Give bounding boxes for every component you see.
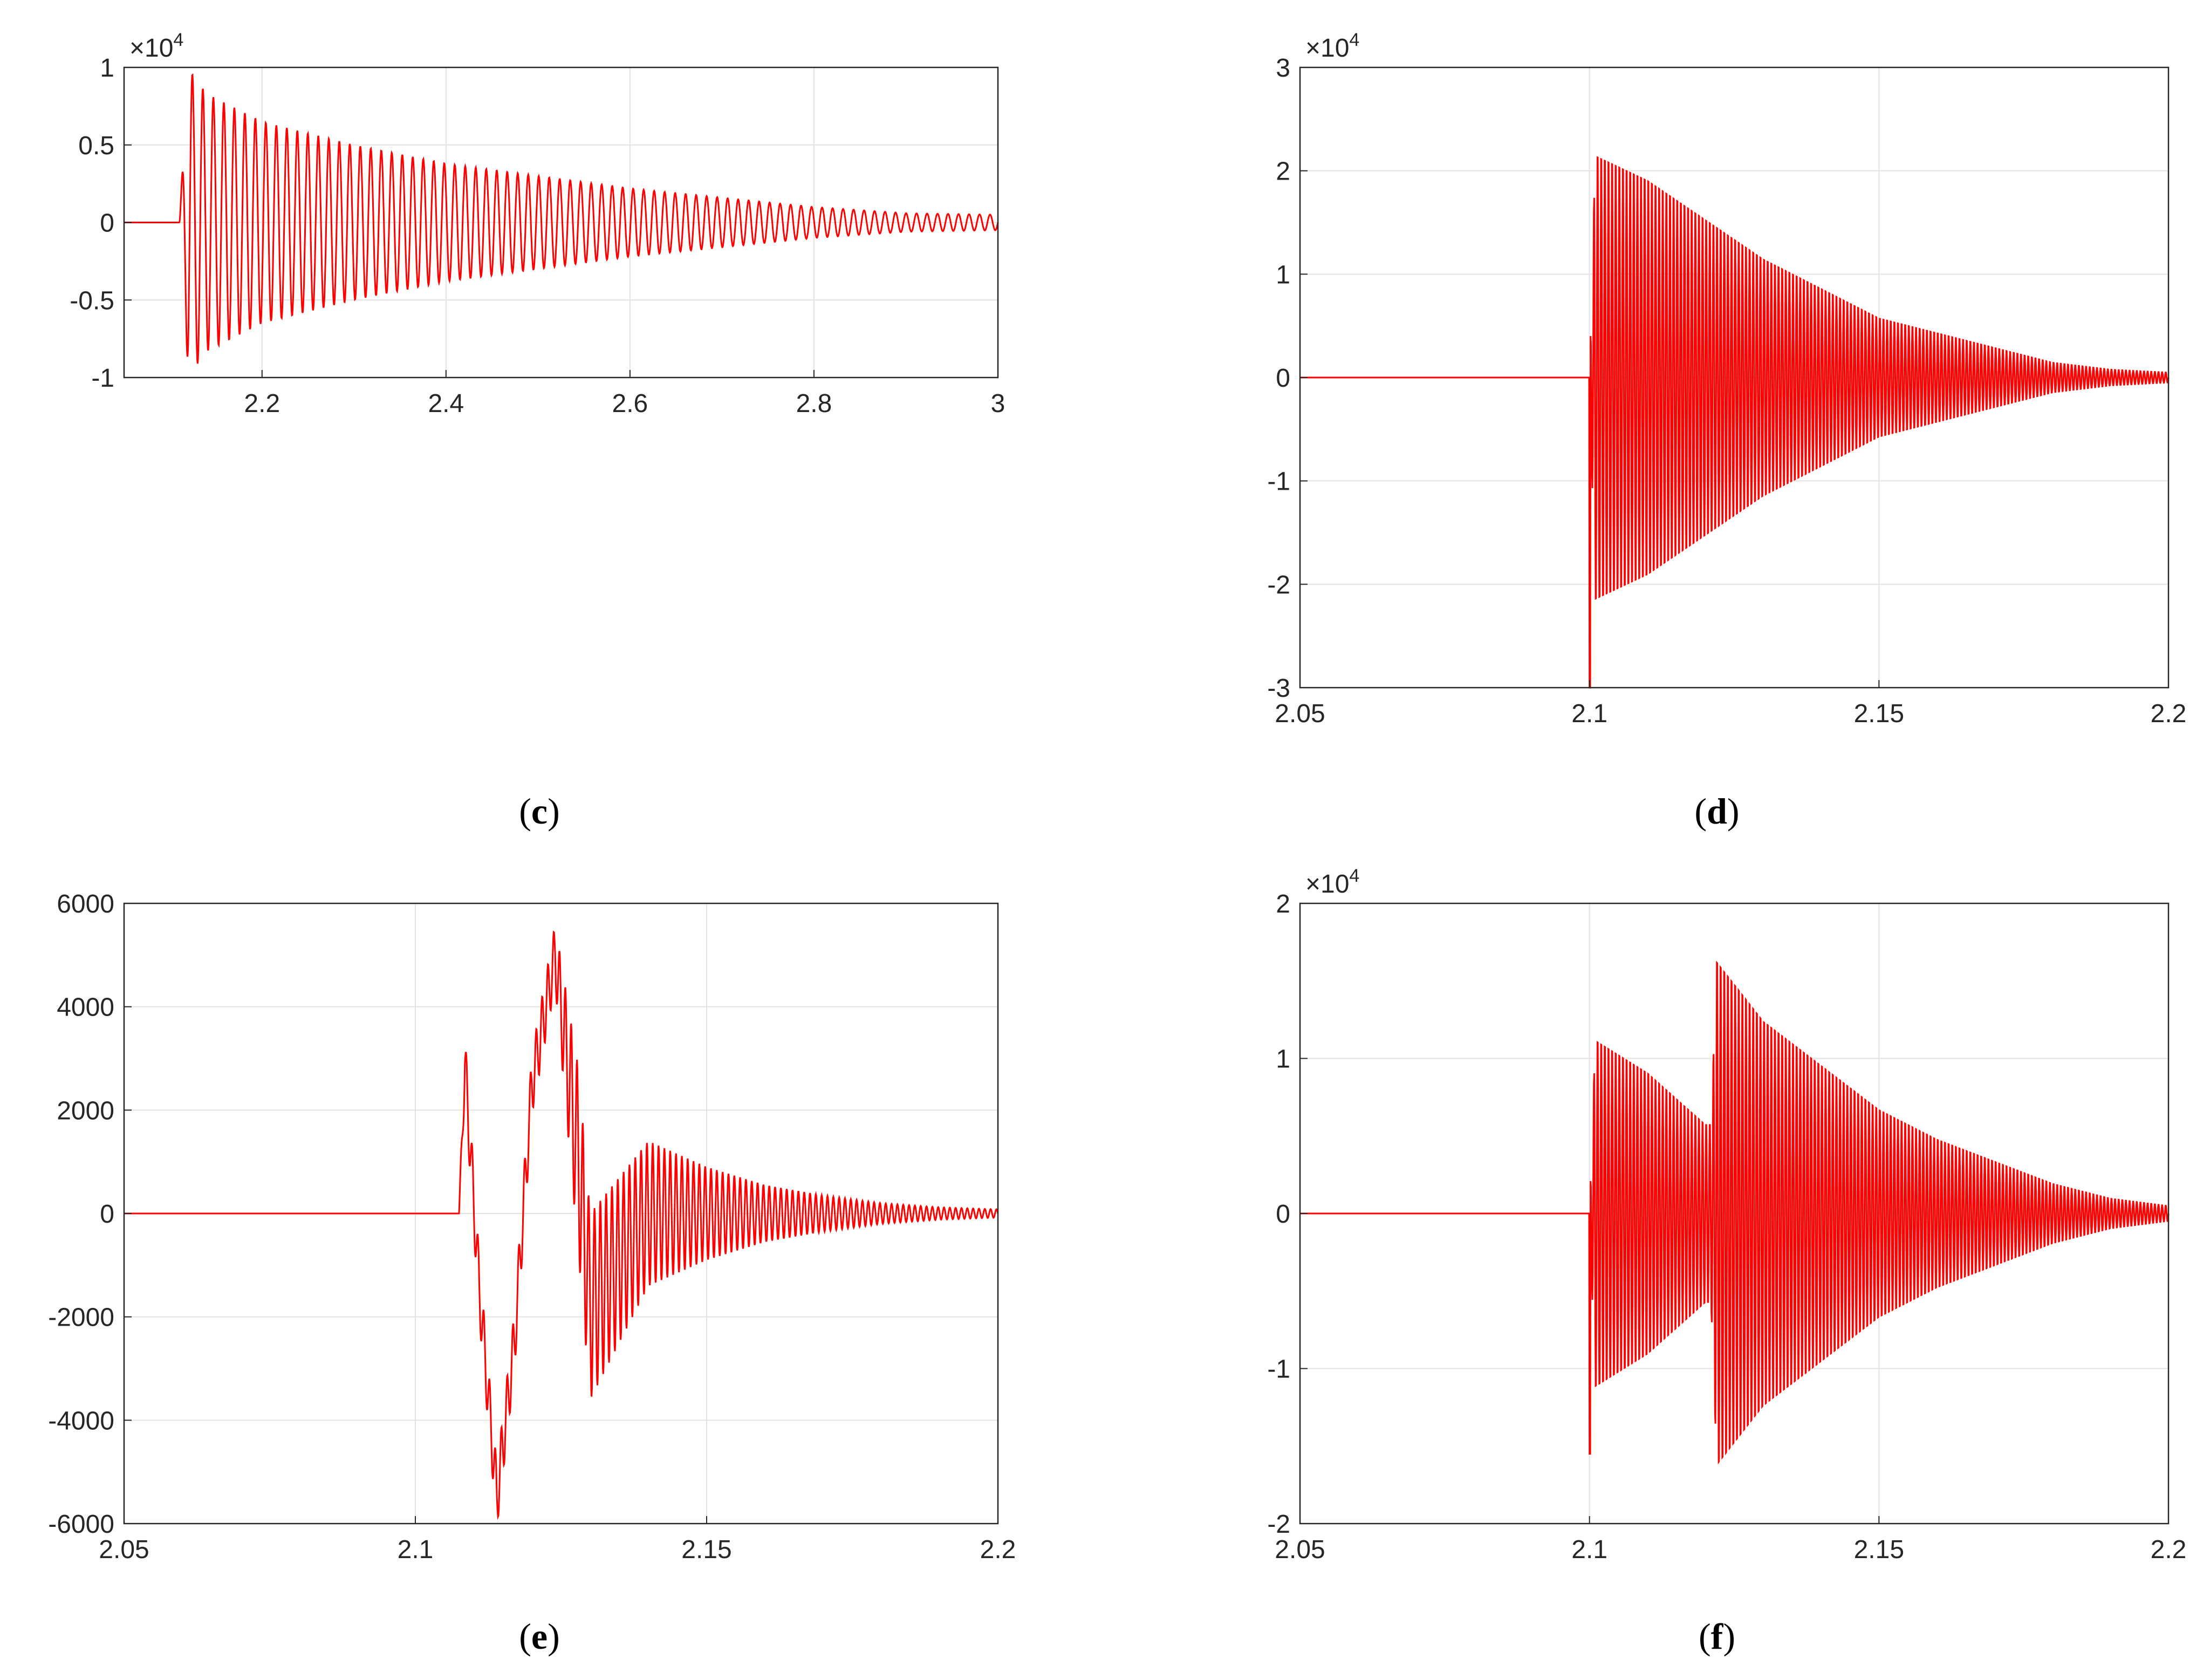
- chart-d-y-tick-label: 2: [1276, 157, 1290, 186]
- chart-e-x-tick-label: 2.05: [99, 1535, 149, 1564]
- chart-e-y-tick-label: -2000: [48, 1304, 114, 1332]
- panel-caption-e-letter: e: [531, 1616, 548, 1657]
- chart-f-y-tick-label: 2: [1276, 890, 1290, 918]
- chart-d-x-tick-label: 2.15: [1854, 700, 1904, 728]
- panel-caption-e: (e): [519, 1616, 560, 1657]
- chart-d-y-tick-label: -3: [1267, 674, 1290, 703]
- panel-caption-f: (f): [1699, 1616, 1735, 1657]
- chart-e-x-tick-label: 2.2: [980, 1535, 1016, 1564]
- chart-e-y-tick-label: 0: [100, 1200, 114, 1229]
- chart-d-x-tick-label: 2.05: [1275, 700, 1325, 728]
- chart-panel-d: 2.05 2.1 2.15 2.2 -3 -2 -1 0 1 2 3 ×104: [0, 0, 2210, 831]
- chart-c-x-tick-label: 2.6: [612, 389, 648, 418]
- panel-caption-f-letter: f: [1710, 1616, 1723, 1657]
- chart-f-x-tick-label: 2.15: [1854, 1535, 1904, 1564]
- chart-f-x-tick-label: 2.05: [1275, 1535, 1325, 1564]
- chart-f-y-tick-label: 1: [1276, 1045, 1290, 1074]
- chart-e-y-tick-label: 4000: [57, 993, 114, 1022]
- chart-c-y-tick-label: 1: [100, 54, 114, 83]
- chart-e-x-tick-label: 2.1: [398, 1535, 434, 1564]
- chart-c-y-tick-label: -1: [91, 364, 114, 393]
- panel-caption-c: (c): [519, 791, 560, 832]
- panel-caption-d-letter: d: [1707, 791, 1727, 832]
- chart-c-x-tick-label: 2.8: [796, 389, 832, 418]
- chart-f-x-tick-label: 2.2: [2151, 1535, 2187, 1564]
- chart-f-y-tick-label: -1: [1267, 1355, 1290, 1384]
- chart-panel-c: 2.2 2.4 2.6 2.8 3 -1 -0.5 0 0.5 1 ×104: [0, 0, 1106, 831]
- chart-c-x-tick-label: 2.2: [244, 389, 280, 418]
- chart-e-y-tick-label: -4000: [48, 1407, 114, 1435]
- panel-caption-c-letter: c: [531, 791, 548, 832]
- chart-e-y-tick-label: 6000: [57, 890, 114, 918]
- chart-f-y-tick-label: 0: [1276, 1200, 1290, 1229]
- chart-e-x-tick-label: 2.15: [681, 1535, 731, 1564]
- chart-d-axis-multiplier: ×104: [1305, 30, 1359, 63]
- panel-caption-d: (d): [1694, 791, 1740, 832]
- chart-panel-e: 2.05 2.1 2.15 2.2 -6000 -4000 -2000 0 2000 4000 60…: [48, 890, 1016, 1564]
- chart-c-x-tick-label: 2.4: [428, 389, 464, 418]
- chart-d-y-tick-label: 3: [1276, 54, 1290, 83]
- chart-e-signal-line: [124, 930, 999, 1520]
- chart-f-axis-multiplier: ×104: [1305, 866, 1359, 899]
- chart-f-x-tick-label: 2.1: [1571, 1535, 1607, 1564]
- chart-d-signal-line: [1300, 156, 2170, 689]
- chart-c-y-tick-label: -0.5: [70, 286, 114, 315]
- chart-svg-e: 2.05 2.1 2.15 2.2 -6000 -4000 -2000 0 2000 4000 60…: [48, 890, 1016, 1564]
- chart-d-y-tick-label: 1: [1276, 260, 1290, 289]
- chart-f-y-tick-label: -2: [1267, 1510, 1290, 1539]
- chart-c-axis-multiplier: ×104: [129, 30, 183, 63]
- chart-svg-d: 2.05 2.1 2.15 2.2 -3 -2 -1 0 1 2 3 ×104: [1267, 30, 2187, 728]
- chart-e-y-tick-label: -6000: [48, 1510, 114, 1539]
- chart-c-x-tick-label: 3: [991, 389, 1005, 418]
- chart-f-signal-line: [1300, 961, 2170, 1465]
- chart-c-y-tick-label: 0.5: [78, 132, 114, 160]
- chart-e-y-tick-label: 2000: [57, 1096, 114, 1125]
- chart-d-y-tick-label: -2: [1267, 571, 1290, 599]
- chart-d-x-tick-label: 2.1: [1571, 700, 1607, 728]
- chart-svg-c: 2.2 2.4 2.6 2.8 3 -1 -0.5 0 0.5 1 ×104: [70, 30, 1005, 418]
- chart-d-x-tick-label: 2.2: [2151, 700, 2187, 728]
- chart-d-y-tick-label: -1: [1267, 468, 1290, 496]
- chart-c-signal-line: [124, 73, 999, 364]
- chart-c-y-tick-label: 0: [100, 209, 114, 238]
- chart-d-y-tick-label: 0: [1276, 364, 1290, 393]
